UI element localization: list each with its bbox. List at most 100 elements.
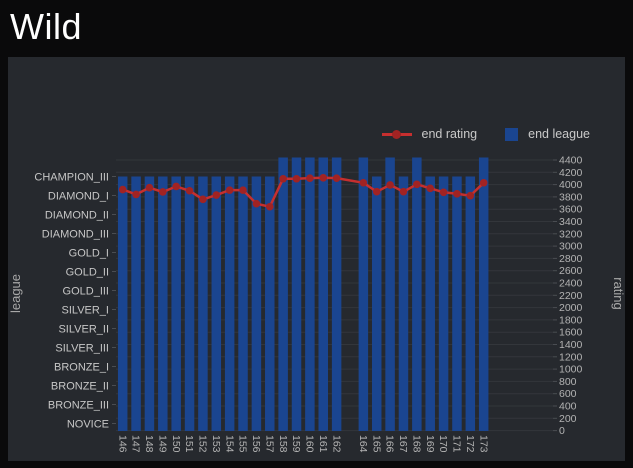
end-rating-point: [439, 188, 448, 197]
rating-tick-label: 1400: [559, 339, 583, 351]
end-league-bar: [278, 157, 288, 431]
end-rating-point: [359, 178, 368, 187]
end-league-bar: [131, 176, 141, 431]
end-league-bar: [238, 176, 248, 431]
rating-tick-label: 1800: [559, 314, 583, 326]
x-tick-label: 151: [183, 435, 195, 453]
end-rating-point: [239, 186, 247, 194]
league-tick-label: GOLD_I: [69, 248, 109, 260]
end-league-bar: [318, 157, 328, 431]
x-tick-label: 158: [277, 435, 289, 453]
league-tick-label: BRONZE_I: [54, 362, 109, 374]
x-tick-label: 172: [464, 435, 476, 453]
end-rating-point: [145, 183, 154, 192]
x-tick-label: 165: [370, 435, 382, 453]
league-tick-label: NOVICE: [67, 419, 109, 431]
end-league-bar: [198, 176, 208, 431]
end-league-bar: [171, 176, 181, 431]
x-tick-label: 154: [223, 435, 235, 453]
end-rating-point: [453, 190, 461, 198]
league-tick-label: GOLD_III: [63, 286, 109, 298]
end-league-bar: [412, 157, 422, 431]
rating-tick-label: 4400: [559, 155, 583, 167]
x-tick-label: 156: [250, 435, 262, 453]
x-tick-label: 150: [170, 435, 182, 453]
end-rating-point: [212, 191, 221, 199]
legend-label: end league: [528, 127, 590, 141]
bar-series-icon: [505, 127, 519, 141]
end-league-bar: [452, 176, 462, 431]
end-rating-point: [185, 186, 194, 195]
x-tick-label: 166: [384, 435, 396, 453]
end-league-bar: [465, 176, 476, 431]
league-tick-label: GOLD_II: [66, 267, 109, 279]
legend-item-end-rating[interactable]: end rating: [381, 127, 478, 141]
rating-tick-label: 1200: [559, 351, 583, 363]
chart-card: 0 200 400 600 800 1000 1200 1400 1600 1800 2000 220…: [8, 57, 625, 461]
x-tick-label: 170: [437, 435, 449, 453]
end-rating-point: [172, 182, 180, 191]
end-rating-point: [426, 184, 435, 193]
x-tick-label: 162: [330, 435, 342, 453]
end-rating-point: [118, 185, 127, 194]
league-axis-title: league: [8, 274, 23, 313]
end-rating-point: [319, 174, 328, 182]
rating-tick-label: 2600: [559, 265, 583, 277]
end-league-bar: [305, 157, 315, 431]
x-tick-label: 169: [424, 435, 436, 453]
x-tick-label: 146: [116, 435, 128, 453]
end-league-bar: [184, 176, 195, 431]
end-rating-point: [292, 174, 301, 183]
league-tick-label: SILVER_III: [55, 343, 109, 355]
end-rating-point: [386, 181, 394, 189]
x-tick-label: 155: [237, 435, 249, 453]
x-tick-label: 159: [290, 435, 302, 453]
end-rating-point: [252, 199, 261, 208]
rating-tick-label: 200: [559, 413, 577, 425]
end-league-bar: [371, 176, 382, 431]
legend-item-end-league[interactable]: end league: [505, 127, 590, 141]
x-tick-label: 167: [397, 435, 409, 453]
x-tick-label: 152: [197, 435, 209, 453]
end-league-bar: [224, 176, 235, 431]
rating-tick-label: 2800: [559, 253, 583, 265]
x-tick-label: 171: [451, 435, 463, 453]
end-rating-point: [306, 174, 314, 182]
rating-tick-label: 3400: [559, 216, 583, 228]
league-tick-label: BRONZE_II: [51, 381, 109, 393]
rating-tick-label: 3600: [559, 204, 583, 216]
x-tick-label: 149: [156, 435, 168, 453]
end-rating-point: [132, 190, 140, 199]
x-tick-label: 148: [143, 435, 155, 453]
rating-axis-title: rating: [611, 277, 625, 310]
end-league-bar: [158, 176, 168, 431]
end-rating-point: [413, 180, 421, 189]
end-league-bar: [478, 157, 489, 431]
legend-label: end rating: [421, 127, 478, 141]
league-tick-label: SILVER_II: [58, 324, 109, 336]
x-tick-label: 160: [304, 435, 316, 453]
rating-tick-label: 4000: [559, 179, 583, 191]
end-league-bar: [211, 176, 222, 431]
end-rating-point: [399, 187, 408, 196]
league-tick-label: BRONZE_III: [48, 400, 109, 412]
end-league-bar: [265, 176, 275, 431]
rating-tick-label: 2000: [559, 302, 583, 314]
end-rating-point: [372, 187, 381, 196]
end-league-bar: [425, 176, 435, 431]
x-tick-label: 164: [357, 435, 369, 453]
x-tick-label: 157: [263, 435, 275, 453]
end-rating-point: [225, 186, 234, 194]
rating-tick-label: 1600: [559, 327, 583, 339]
rating-tick-label: 2200: [559, 290, 583, 302]
rating-tick-label: 600: [559, 388, 577, 400]
rating-tick-label: 2400: [559, 278, 583, 290]
end-league-bar: [438, 176, 449, 431]
end-rating-point: [279, 174, 287, 183]
end-league-bar: [117, 176, 128, 431]
rating-tick-label: 4200: [559, 167, 583, 179]
end-rating-point: [199, 195, 207, 204]
end-league-bar: [251, 176, 262, 431]
x-tick-label: 173: [477, 435, 489, 453]
